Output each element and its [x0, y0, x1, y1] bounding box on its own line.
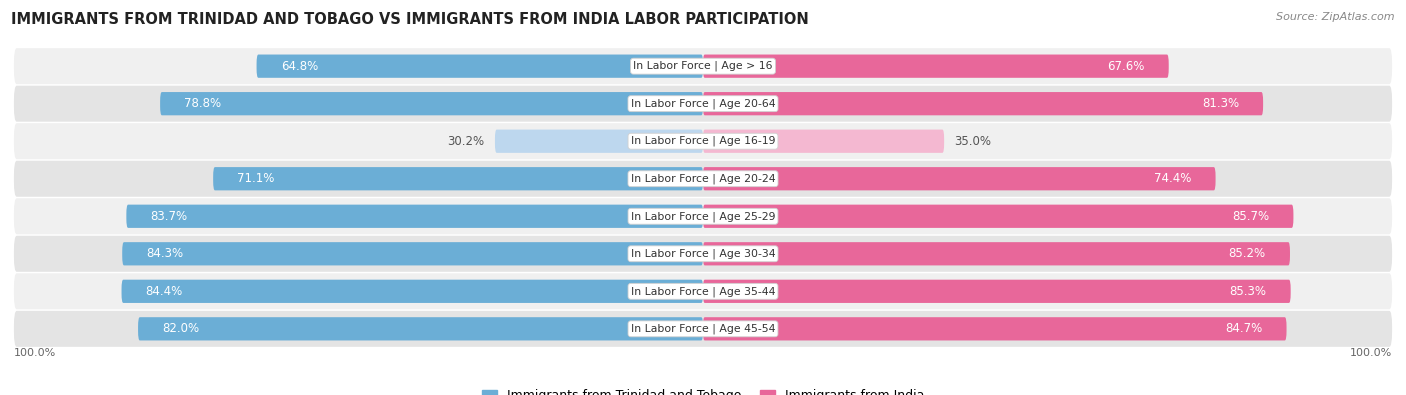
FancyBboxPatch shape — [121, 280, 703, 303]
Text: 35.0%: 35.0% — [955, 135, 991, 148]
Text: 78.8%: 78.8% — [184, 97, 221, 110]
Text: 67.6%: 67.6% — [1108, 60, 1144, 73]
FancyBboxPatch shape — [14, 311, 1392, 347]
FancyBboxPatch shape — [703, 92, 1263, 115]
FancyBboxPatch shape — [703, 130, 945, 153]
Text: 82.0%: 82.0% — [162, 322, 200, 335]
Text: 64.8%: 64.8% — [281, 60, 318, 73]
Text: In Labor Force | Age 45-54: In Labor Force | Age 45-54 — [631, 324, 775, 334]
Text: 100.0%: 100.0% — [1350, 348, 1392, 357]
FancyBboxPatch shape — [122, 242, 703, 265]
Text: 84.7%: 84.7% — [1225, 322, 1263, 335]
Text: 71.1%: 71.1% — [238, 172, 274, 185]
Text: In Labor Force | Age 20-64: In Labor Force | Age 20-64 — [631, 98, 775, 109]
FancyBboxPatch shape — [703, 167, 1216, 190]
Text: 83.7%: 83.7% — [150, 210, 187, 223]
Text: 85.2%: 85.2% — [1229, 247, 1265, 260]
Text: In Labor Force | Age > 16: In Labor Force | Age > 16 — [633, 61, 773, 71]
FancyBboxPatch shape — [214, 167, 703, 190]
FancyBboxPatch shape — [14, 48, 1392, 84]
Text: 85.7%: 85.7% — [1232, 210, 1270, 223]
FancyBboxPatch shape — [703, 317, 1286, 340]
FancyBboxPatch shape — [703, 205, 1294, 228]
Text: In Labor Force | Age 20-24: In Labor Force | Age 20-24 — [631, 173, 775, 184]
Legend: Immigrants from Trinidad and Tobago, Immigrants from India: Immigrants from Trinidad and Tobago, Imm… — [477, 384, 929, 395]
Text: 81.3%: 81.3% — [1202, 97, 1239, 110]
FancyBboxPatch shape — [256, 55, 703, 78]
Text: In Labor Force | Age 35-44: In Labor Force | Age 35-44 — [631, 286, 775, 297]
Text: In Labor Force | Age 16-19: In Labor Force | Age 16-19 — [631, 136, 775, 147]
FancyBboxPatch shape — [703, 280, 1291, 303]
FancyBboxPatch shape — [138, 317, 703, 340]
FancyBboxPatch shape — [14, 123, 1392, 159]
Text: In Labor Force | Age 25-29: In Labor Force | Age 25-29 — [631, 211, 775, 222]
Text: 74.4%: 74.4% — [1154, 172, 1191, 185]
Text: 85.3%: 85.3% — [1230, 285, 1267, 298]
FancyBboxPatch shape — [703, 55, 1168, 78]
FancyBboxPatch shape — [495, 130, 703, 153]
FancyBboxPatch shape — [160, 92, 703, 115]
Text: 84.3%: 84.3% — [146, 247, 183, 260]
Text: In Labor Force | Age 30-34: In Labor Force | Age 30-34 — [631, 248, 775, 259]
FancyBboxPatch shape — [14, 273, 1392, 309]
FancyBboxPatch shape — [703, 242, 1289, 265]
FancyBboxPatch shape — [14, 161, 1392, 197]
Text: IMMIGRANTS FROM TRINIDAD AND TOBAGO VS IMMIGRANTS FROM INDIA LABOR PARTICIPATION: IMMIGRANTS FROM TRINIDAD AND TOBAGO VS I… — [11, 12, 808, 27]
FancyBboxPatch shape — [14, 86, 1392, 122]
Text: 30.2%: 30.2% — [447, 135, 485, 148]
FancyBboxPatch shape — [14, 198, 1392, 234]
Text: 84.4%: 84.4% — [146, 285, 183, 298]
FancyBboxPatch shape — [127, 205, 703, 228]
Text: Source: ZipAtlas.com: Source: ZipAtlas.com — [1277, 12, 1395, 22]
FancyBboxPatch shape — [14, 236, 1392, 272]
Text: 100.0%: 100.0% — [14, 348, 56, 357]
